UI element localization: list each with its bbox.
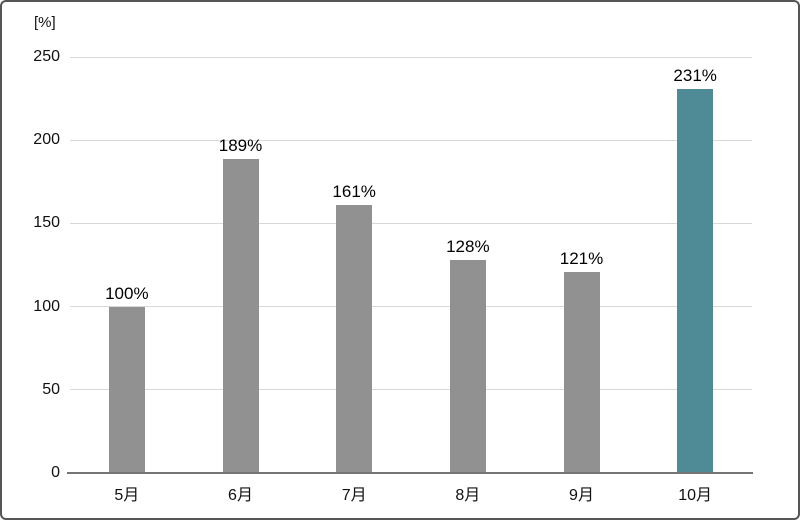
bar-5月 <box>108 306 145 473</box>
bar-value-label-5月: 100% <box>105 283 149 303</box>
y-tick-label-0: 0 <box>51 464 60 481</box>
y-tick-label-250: 250 <box>33 48 60 65</box>
x-category-label-10月: 10月 <box>678 487 713 504</box>
bar-9月 <box>563 271 600 473</box>
bar-8月 <box>449 260 486 473</box>
x-category-label-9月: 9月 <box>569 487 594 504</box>
bar-value-label-8月: 128% <box>446 237 490 256</box>
x-axis-line <box>67 472 753 474</box>
gridline-200 <box>70 139 752 141</box>
y-axis-unit-label: [%] <box>34 14 56 31</box>
gridline-50 <box>70 389 752 391</box>
x-category-label-8月: 8月 <box>455 487 481 504</box>
gridline-250 <box>70 56 752 58</box>
x-category-label-6月: 6月 <box>228 487 253 504</box>
x-category-label-5月: 5月 <box>114 487 140 504</box>
gridline-100 <box>70 306 752 308</box>
x-category-label-7月: 7月 <box>341 487 367 504</box>
y-tick-label-100: 100 <box>33 297 60 315</box>
bar-6月 <box>222 158 259 473</box>
y-tick-label-50: 50 <box>42 380 60 398</box>
bar-value-label-10月: 231% <box>673 65 717 85</box>
gridline-150 <box>70 222 752 224</box>
bar-value-label-7月: 161% <box>332 182 376 202</box>
bar-value-label-9月: 121% <box>559 248 604 268</box>
y-tick-label-150: 150 <box>33 214 60 232</box>
bar-7月 <box>336 205 373 473</box>
bar-value-label-6月: 189% <box>218 135 263 155</box>
plot-area <box>70 56 752 473</box>
y-tick-label-200: 200 <box>33 131 60 149</box>
bar-10月 <box>677 88 714 473</box>
